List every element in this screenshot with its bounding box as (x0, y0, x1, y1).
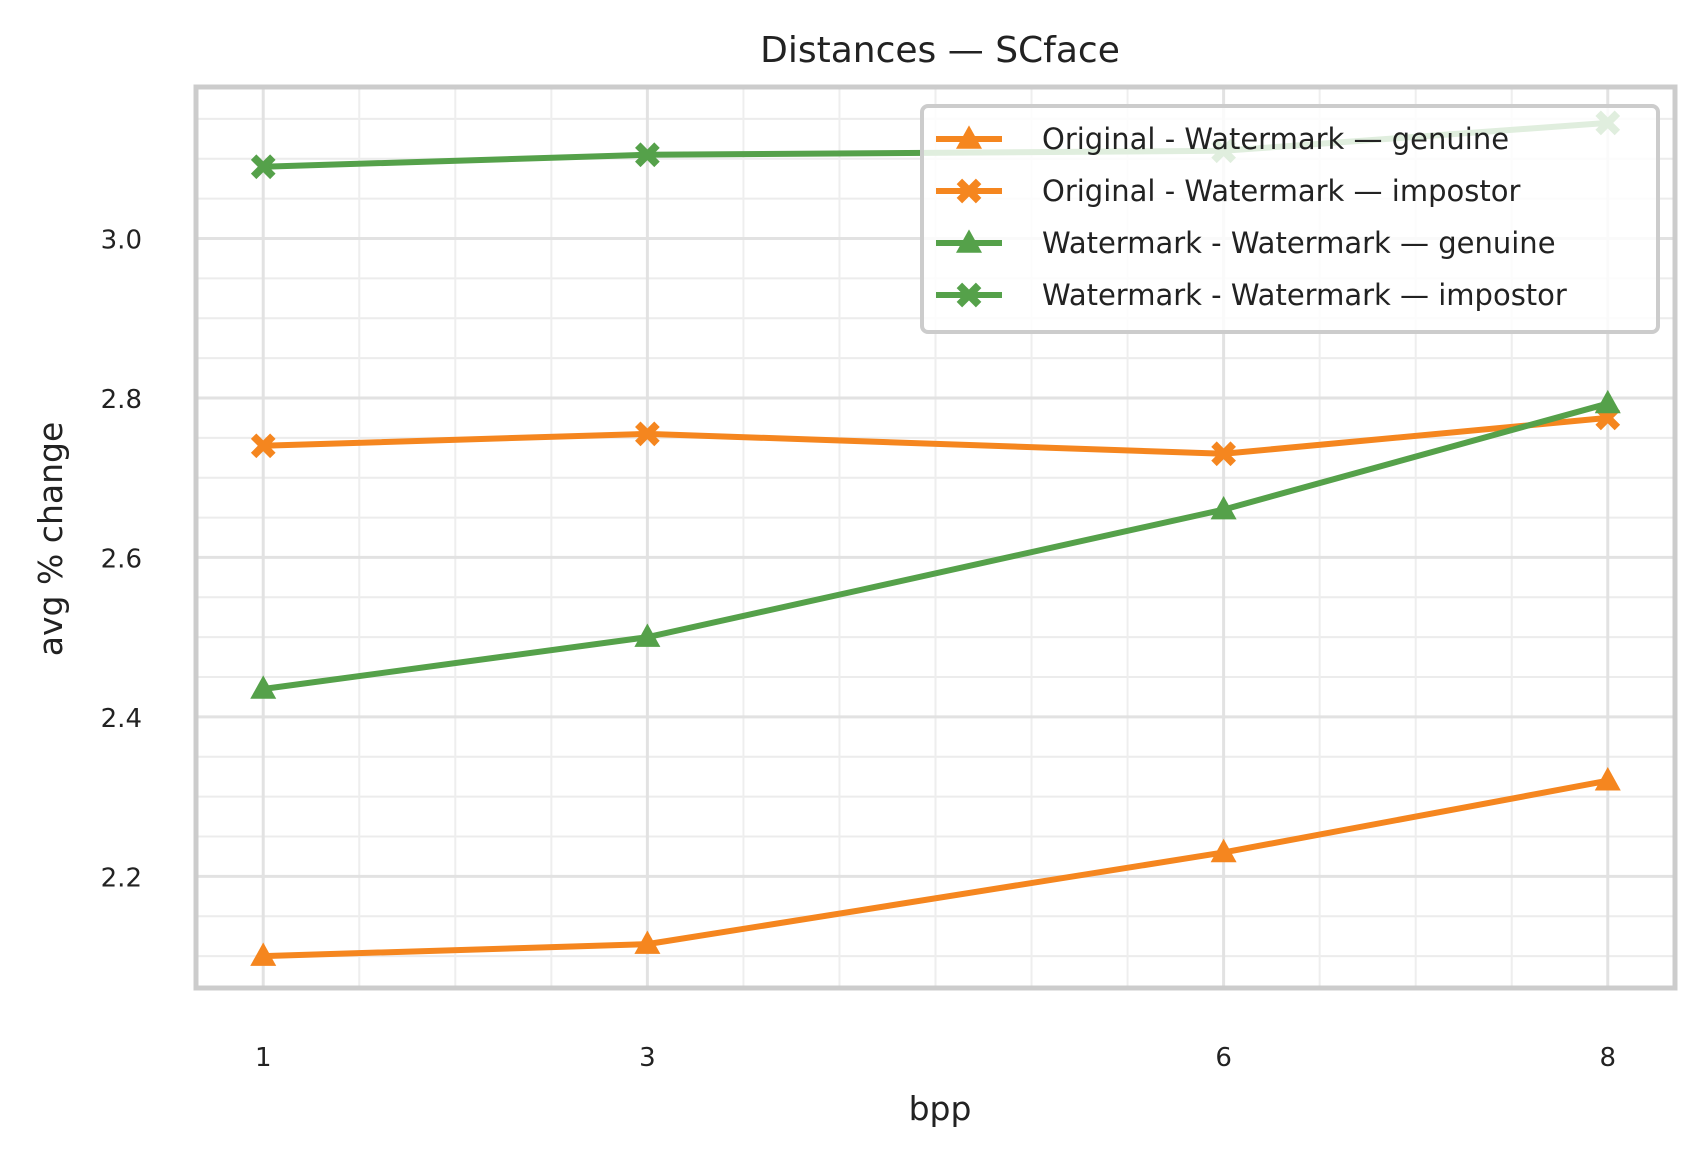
plot-frame (193, 84, 1678, 991)
marker-triangle (956, 125, 982, 149)
legend-label: Original - Watermark — genuine (1042, 122, 1509, 156)
marker-triangle (634, 930, 661, 954)
marker-triangle (1594, 767, 1621, 791)
marker-triangle (1210, 495, 1237, 520)
marker-triangle (250, 675, 277, 699)
legend: Original - Watermark — genuine Original -… (920, 104, 1660, 334)
y-tick-label: 2.6 (101, 544, 142, 574)
marker-triangle (1594, 389, 1621, 414)
series-3 (250, 389, 1621, 699)
marker-x (1211, 441, 1236, 467)
legend-entry: Watermark - Watermark — genuine (936, 226, 1556, 260)
legend-label: Watermark - Watermark — impostor (1042, 278, 1567, 312)
y-tick-label: 2.4 (101, 704, 142, 734)
y-axis-label: avg % change (31, 422, 70, 656)
marker-x (250, 154, 276, 180)
x-axis-label: bpp (909, 1089, 972, 1128)
marker-triangle (956, 229, 982, 253)
x-tick-label: 3 (639, 1043, 656, 1073)
series-2 (250, 405, 1621, 467)
legend-entry: Watermark - Watermark — impostor (936, 278, 1567, 312)
legend-entry: Original - Watermark — genuine (936, 122, 1509, 156)
legend-label: Watermark - Watermark — genuine (1042, 226, 1556, 260)
series-line (263, 414, 1609, 457)
marker-x (250, 433, 276, 459)
marker-x (635, 421, 660, 447)
y-axis: 2.2 2.4 2.6 2.8 3.0 (101, 225, 142, 893)
legend-label: Original - Watermark — impostor (1042, 174, 1520, 208)
series-line (262, 400, 1609, 692)
marker-x (956, 178, 982, 204)
marker-x (956, 282, 982, 308)
marker-triangle (250, 942, 277, 966)
y-tick-label: 2.8 (101, 385, 142, 415)
y-tick-label: 2.2 (101, 863, 142, 893)
series-1 (250, 767, 1621, 966)
marker-triangle (1210, 838, 1237, 863)
x-tick-label: 6 (1215, 1043, 1232, 1073)
y-tick-label: 3.0 (101, 225, 142, 255)
legend-entry: Original - Watermark — impostor (936, 174, 1520, 208)
x-tick-label: 8 (1599, 1043, 1616, 1073)
x-tick-label: 1 (255, 1043, 272, 1073)
marker-x (635, 142, 660, 168)
x-axis: 1 3 6 8 (255, 1043, 1616, 1073)
chart-title: Distances — SCface (760, 30, 1120, 71)
series-line (263, 777, 1609, 960)
marker-triangle (634, 623, 661, 647)
legend-box (920, 104, 1660, 334)
